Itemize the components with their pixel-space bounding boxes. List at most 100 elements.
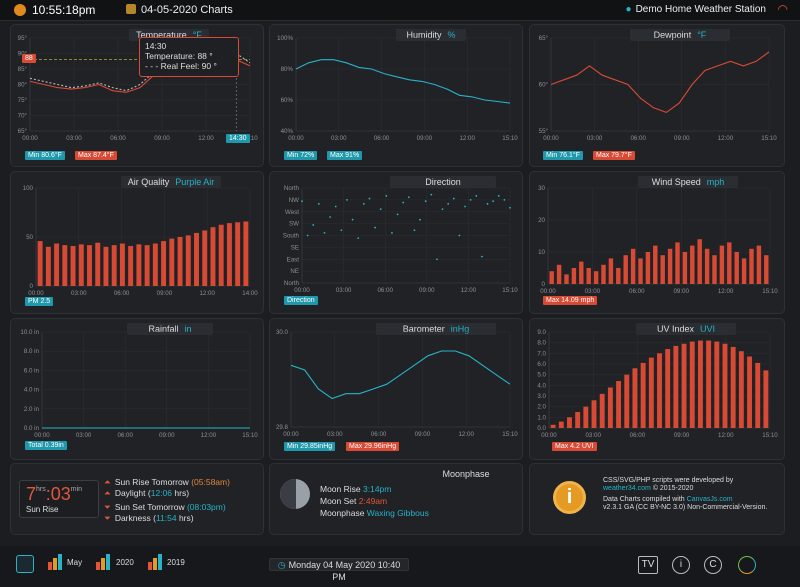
airquality-chart[interactable]: 0 50 100 00:00 03:00 06:00 09:00 12:00 14:00 — [23, 185, 259, 297]
refresh-icon[interactable] — [738, 556, 756, 574]
bar — [136, 244, 142, 286]
y-tick-label: 40% — [281, 128, 294, 135]
scatter-point — [447, 202, 450, 205]
y-tick-label: 1.0 — [537, 414, 546, 421]
x-tick-label: 15:10 — [502, 287, 518, 294]
x-tick-label: 06:00 — [110, 135, 126, 142]
dewpoint-min-badge: Min 76.1°F — [543, 151, 583, 160]
weather34-logo-icon — [14, 4, 26, 16]
credits-copyright: © 2015-2020 — [652, 485, 694, 492]
scatter-point — [424, 200, 427, 203]
bar — [556, 264, 562, 284]
bar — [747, 356, 752, 428]
humidity-max-badge: Max 91% — [327, 151, 363, 160]
uv-max-badge: Max 4.2 UVI — [552, 442, 597, 451]
x-tick-label: 03:00 — [327, 431, 343, 438]
panel-title: Wind Speed mph — [638, 176, 738, 188]
year-2020-chart-icon[interactable] — [96, 554, 112, 570]
sunrise-countdown: 7hrs:03min Sun Rise — [19, 480, 99, 518]
bar — [741, 258, 747, 284]
temperature-chart[interactable]: 65°70°75°80°85°90°95°00:0003:0006:0009:0… — [18, 35, 259, 142]
scatter-point — [492, 200, 495, 203]
moon-rise-value: 3:14pm — [363, 484, 392, 494]
x-tick-label: 03:00 — [587, 135, 603, 142]
x-tick-label: 09:00 — [674, 432, 690, 439]
scatter-point — [469, 198, 472, 201]
y-tick-label: 5.0 — [537, 372, 546, 379]
scatter-point — [351, 218, 354, 221]
windspeed-chart[interactable]: 0 10 20 30 00:00 03:00 06:00 09:00 12:00 15:10 — [538, 185, 778, 295]
x-tick-label: 12:00 — [459, 135, 475, 142]
temp-min-badge: Min 80.6°F — [25, 151, 65, 160]
year-2019-chart-icon[interactable] — [148, 554, 164, 570]
x-tick-label: 00:00 — [283, 431, 299, 438]
x-tick-label: 15:10 — [502, 135, 518, 142]
bar — [111, 245, 117, 286]
x-tick-label: 00:00 — [294, 287, 310, 294]
month-chart-icon[interactable] — [48, 554, 64, 570]
sunset-tomorrow: ⏷ Sun Set Tomorrow (08:03pm) — [104, 502, 226, 513]
year-2020-link[interactable]: 2020 — [116, 558, 134, 567]
weather34-link[interactable]: weather34.com — [603, 485, 651, 492]
scatter-point — [452, 197, 455, 200]
barometer-chart[interactable]: 29.8 30.0 00:00 03:00 06:00 09:00 12:00 15:10 — [276, 329, 518, 438]
clock: 10:55:18pm — [14, 3, 95, 17]
clock-time: 10:55:18pm — [32, 3, 96, 17]
y-tick-label: 8.0 in — [24, 348, 40, 355]
y-tick-label: North — [284, 280, 300, 287]
x-tick-label: 00:00 — [541, 432, 557, 439]
y-tick-label: 4.0 in — [24, 387, 40, 394]
x-tick-label: 06:00 — [377, 287, 393, 294]
direction-panel: Direction — [269, 171, 523, 314]
bar — [144, 245, 150, 286]
y-tick-label: 0.0 in — [24, 425, 40, 432]
bar — [727, 242, 732, 284]
panel-title: Direction — [390, 176, 496, 188]
canvasjs-link[interactable]: CanvasJs.com — [686, 496, 733, 503]
dewpoint-max-badge: Max 79.7°F — [593, 151, 635, 160]
moon-set-value: 2:49am — [358, 496, 388, 506]
x-tick-label: 12:00 — [201, 432, 217, 439]
x-tick-label: 03:00 — [71, 290, 87, 297]
bar — [665, 349, 671, 428]
y-tick-label: 8.0 — [537, 340, 546, 347]
rainfall-chart[interactable]: 0.0 in 2.0 in 4.0 in 6.0 in 8.0 in 10.0 in 00:… — [20, 329, 258, 439]
sunrise-countdown-value: 7hrs:03min — [26, 484, 82, 505]
x-tick-label: 09:00 — [419, 287, 435, 294]
top-bar: 10:55:18pm 04-05-2020 Charts ● Demo Home … — [0, 0, 800, 21]
darkness-open: ( — [153, 513, 156, 523]
direction-chart[interactable]: North NE East SE South SW West NW North 00:00 03:0… — [283, 185, 518, 294]
y-tick-label: SW — [289, 221, 299, 228]
humidity-chart[interactable]: 40% 60% 80% 100% 00:00 03:00 06:00 09:00 12:00 15… — [277, 35, 518, 142]
bar — [564, 274, 569, 284]
bar — [119, 243, 125, 286]
scatter-point — [306, 234, 309, 237]
scatter-point — [391, 231, 393, 234]
uv-chart[interactable]: 0.0 1.0 2.0 3.0 4.0 5.0 6.0 7.0 8.0 9.0 00:00 03:00… — [537, 329, 778, 439]
info-circle-icon[interactable]: i — [672, 556, 690, 574]
darkness: ⏷ Darkness (11:54 hrs) — [104, 513, 194, 524]
panel-unit: Purple Air — [175, 177, 215, 187]
dashboard-home-icon[interactable] — [16, 555, 34, 573]
moonphase-panel: Moonphase — [269, 463, 523, 535]
bar — [657, 353, 662, 428]
panel-unit: °F — [697, 30, 707, 40]
x-tick-label: 12:00 — [198, 135, 214, 142]
station-name: ● Demo Home Weather Station — [626, 4, 766, 15]
year-2019-link[interactable]: 2019 — [167, 558, 185, 567]
y-tick-label: 0 — [542, 281, 546, 288]
bar — [653, 245, 658, 284]
dewpoint-chart[interactable]: 55° 60° 65° 00:00 03:00 06:00 09:00 12:00 15:10 — [539, 35, 778, 142]
copyright-icon[interactable]: C — [704, 556, 722, 574]
bar — [235, 222, 241, 286]
x-tick-label: 00:00 — [28, 290, 44, 297]
moon-rise: Moon Rise 3:14pm — [320, 484, 391, 494]
credits-canvasjs: Data Charts compiled with CanvasJs.com v2… — [603, 496, 773, 512]
y-tick-label: SE — [291, 244, 299, 251]
moon-rise-label: Moon Rise — [320, 484, 361, 494]
bar — [704, 248, 710, 284]
bar — [607, 387, 613, 428]
tv-icon[interactable]: TV — [638, 556, 658, 574]
y-tick-label: North — [284, 185, 300, 192]
month-link[interactable]: May — [67, 558, 83, 567]
